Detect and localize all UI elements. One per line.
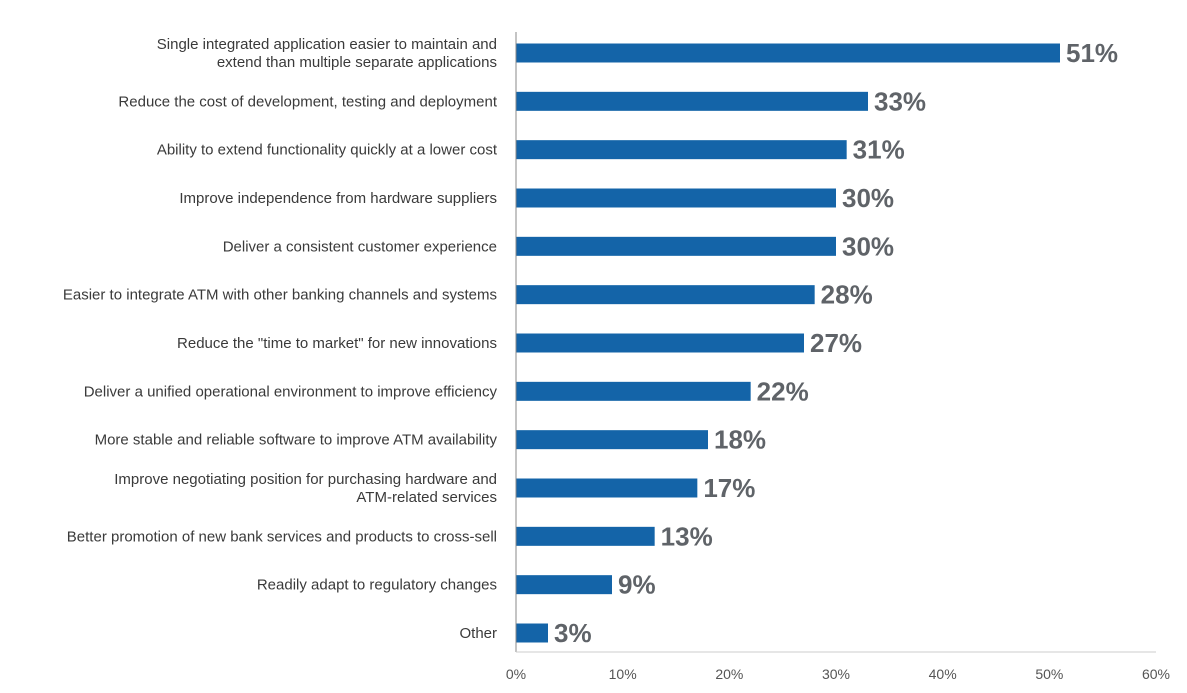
value-label-11: 13%	[661, 521, 713, 551]
value-label-10: 17%	[703, 473, 755, 503]
bar-4	[516, 188, 836, 208]
x-tick-label-40: 40%	[929, 666, 957, 682]
x-tick-labels-layer: 0% 10% 20% 30% 40% 50% 60%	[506, 666, 1170, 682]
category-labels-layer: Single integrated application easier to …	[63, 36, 498, 642]
category-label-8: Deliver a unified operational environmen…	[84, 383, 498, 400]
category-label-11: Better promotion of new bank services an…	[67, 528, 497, 545]
value-labels-layer: 51% 33% 31% 30% 30% 28% 27%22% 18% 17% 13%9% 3%	[554, 38, 1118, 648]
category-label-12: Readily adapt to regulatory changes	[257, 577, 497, 594]
x-tick-label-20: 20%	[715, 666, 743, 682]
value-label-9: 18%	[714, 425, 766, 455]
category-label-2: Reduce the cost of development, testing …	[118, 93, 497, 110]
bar-10	[516, 478, 698, 498]
x-tick-label-10: 10%	[609, 666, 637, 682]
category-label-10-line-2: ATM-related services	[356, 489, 497, 506]
value-label-3: 31%	[853, 135, 905, 165]
value-label-8: 22%	[757, 376, 809, 406]
category-label-4: Improve independence from hardware suppl…	[179, 190, 497, 207]
category-label-7: Reduce the "time to market" for new inno…	[177, 335, 497, 352]
value-label-4: 30%	[842, 183, 894, 213]
bars-layer	[516, 43, 1060, 643]
category-label-5: Deliver a consistent customer experience	[223, 238, 497, 255]
bar-9	[516, 430, 708, 450]
x-tick-label-30: 30%	[822, 666, 850, 682]
bar-3	[516, 140, 847, 160]
x-tick-label-0: 0%	[506, 666, 526, 682]
category-label-1-line-1: Single integrated application easier to …	[157, 36, 497, 53]
category-label-10-line-1: Improve negotiating position for purchas…	[114, 471, 497, 488]
value-label-7: 27%	[810, 328, 862, 358]
x-tick-label-50: 50%	[1035, 666, 1063, 682]
category-label-3: Ability to extend functionality quickly …	[157, 142, 498, 159]
value-label-5: 30%	[842, 231, 894, 261]
value-label-6: 28%	[821, 280, 873, 310]
x-tick-label-60: 60%	[1142, 666, 1170, 682]
category-label-6: Easier to integrate ATM with other banki…	[63, 287, 497, 304]
value-label-1: 51%	[1066, 38, 1118, 68]
bar-7	[516, 333, 804, 353]
bar-11	[516, 526, 655, 546]
category-label-1-line-2: extend than multiple separate applicatio…	[217, 54, 497, 71]
category-label-9: More stable and reliable software to imp…	[95, 432, 498, 449]
bar-2	[516, 91, 868, 111]
bar-12	[516, 575, 612, 595]
value-label-12: 9%	[618, 570, 656, 600]
category-label-13: Other	[459, 625, 497, 642]
value-label-2: 33%	[874, 86, 926, 116]
bar-8	[516, 381, 751, 401]
bar-13	[516, 623, 548, 643]
value-label-13: 3%	[554, 618, 592, 648]
bar-1	[516, 43, 1060, 63]
bar-6	[516, 285, 815, 305]
bar-5	[516, 236, 836, 256]
